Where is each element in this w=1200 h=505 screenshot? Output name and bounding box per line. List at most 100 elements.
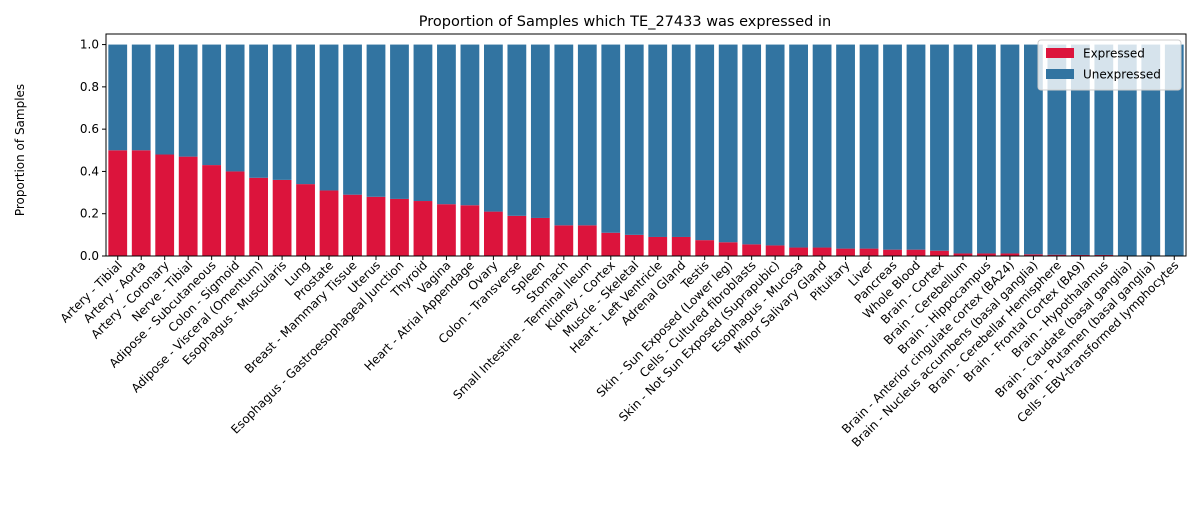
bar-expressed xyxy=(437,204,456,256)
bar-unexpressed xyxy=(530,44,550,218)
bar-unexpressed xyxy=(296,44,315,185)
bar-expressed xyxy=(648,236,668,256)
bar-expressed xyxy=(178,156,198,256)
bar-expressed xyxy=(1094,254,1114,256)
bar-expressed xyxy=(742,244,762,256)
bar-unexpressed xyxy=(1094,44,1114,255)
bar-group xyxy=(108,44,1184,257)
bar-unexpressed xyxy=(601,44,621,233)
bar-expressed xyxy=(319,190,339,256)
bar-unexpressed xyxy=(765,44,785,246)
bar-unexpressed xyxy=(225,44,245,172)
bar-expressed xyxy=(413,201,433,256)
bar-expressed xyxy=(883,249,902,256)
bar-expressed xyxy=(718,242,738,256)
y-tick-label: 0.4 xyxy=(80,164,99,178)
bar-expressed xyxy=(906,249,926,256)
bar-expressed xyxy=(484,211,503,256)
bar-unexpressed xyxy=(1117,44,1137,257)
bar-unexpressed xyxy=(1070,44,1090,255)
bar-unexpressed xyxy=(883,44,902,250)
bar-unexpressed xyxy=(108,44,128,151)
bar-expressed xyxy=(202,165,222,256)
bar-expressed xyxy=(366,196,386,256)
bar-unexpressed xyxy=(249,44,268,178)
bar-expressed xyxy=(1024,254,1043,256)
bar-expressed xyxy=(695,240,715,256)
bar-expressed xyxy=(977,253,996,256)
bar-expressed xyxy=(225,171,245,256)
legend-label: Expressed xyxy=(1083,47,1145,61)
bar-expressed xyxy=(1000,253,1020,256)
plot-frame xyxy=(105,33,1187,257)
bar-expressed xyxy=(930,250,949,256)
bar-unexpressed xyxy=(648,44,668,237)
bar-unexpressed xyxy=(789,44,808,248)
bar-expressed xyxy=(1047,254,1067,256)
bar-expressed xyxy=(671,236,691,256)
bar-unexpressed xyxy=(977,44,996,254)
bar-unexpressed xyxy=(484,44,503,212)
bar-expressed xyxy=(530,217,550,256)
bar-unexpressed xyxy=(1000,44,1020,254)
bar-unexpressed xyxy=(859,44,879,249)
bar-unexpressed xyxy=(507,44,527,216)
bar-expressed xyxy=(1070,254,1090,256)
bar-expressed xyxy=(249,177,268,256)
bar-unexpressed xyxy=(718,44,738,243)
chart-title: Proportion of Samples which TE_27433 was… xyxy=(419,14,831,30)
bar-unexpressed xyxy=(366,44,386,197)
bar-expressed xyxy=(296,184,315,256)
bar-unexpressed xyxy=(178,44,198,157)
bar-expressed xyxy=(624,234,644,256)
bar-expressed xyxy=(812,247,832,256)
bar-expressed xyxy=(272,179,292,256)
bar-unexpressed xyxy=(953,44,973,254)
bar-expressed xyxy=(108,150,128,256)
bar-unexpressed xyxy=(624,44,644,235)
bar-unexpressed xyxy=(930,44,949,251)
bar-unexpressed xyxy=(1164,44,1184,257)
bar-unexpressed xyxy=(460,44,480,206)
bar-unexpressed xyxy=(390,44,409,199)
legend: Expressed Unexpressed xyxy=(1037,39,1182,91)
bar-expressed xyxy=(953,253,973,256)
bar-unexpressed xyxy=(155,44,175,155)
y-tick-label: 1.0 xyxy=(80,38,99,52)
bar-expressed xyxy=(601,232,621,256)
y-tick-label: 0.2 xyxy=(80,207,99,221)
bar-unexpressed xyxy=(413,44,433,202)
bar-expressed xyxy=(765,245,785,256)
bar-unexpressed xyxy=(202,44,222,166)
bar-expressed xyxy=(836,248,855,256)
bar-expressed xyxy=(155,154,175,256)
bar-unexpressed xyxy=(437,44,456,205)
legend-label: Unexpressed xyxy=(1083,68,1161,82)
bar-expressed xyxy=(554,225,574,256)
bar-expressed xyxy=(460,205,480,256)
bar-unexpressed xyxy=(554,44,574,226)
bar-expressed xyxy=(390,198,409,256)
bar-expressed xyxy=(131,150,151,256)
y-axis-label: Proportion of Samples xyxy=(13,84,27,216)
bar-unexpressed xyxy=(577,44,597,226)
bar-unexpressed xyxy=(742,44,762,245)
bar-unexpressed xyxy=(812,44,832,248)
bar-unexpressed xyxy=(671,44,691,237)
bar-unexpressed xyxy=(695,44,715,241)
bar-expressed xyxy=(343,194,362,256)
bar-unexpressed xyxy=(1024,44,1043,255)
y-tick-label: 0.8 xyxy=(80,80,99,94)
bar-unexpressed xyxy=(131,44,151,151)
legend-swatch xyxy=(1046,48,1074,58)
y-axis: 0.0 0.2 0.4 0.6 0.8 1.0 xyxy=(80,38,106,263)
legend-swatch xyxy=(1046,69,1074,79)
bar-unexpressed xyxy=(1141,44,1161,257)
bar-unexpressed xyxy=(836,44,855,249)
y-tick-label: 0.0 xyxy=(80,249,99,263)
bar-unexpressed xyxy=(906,44,926,250)
bar-expressed xyxy=(507,215,527,256)
